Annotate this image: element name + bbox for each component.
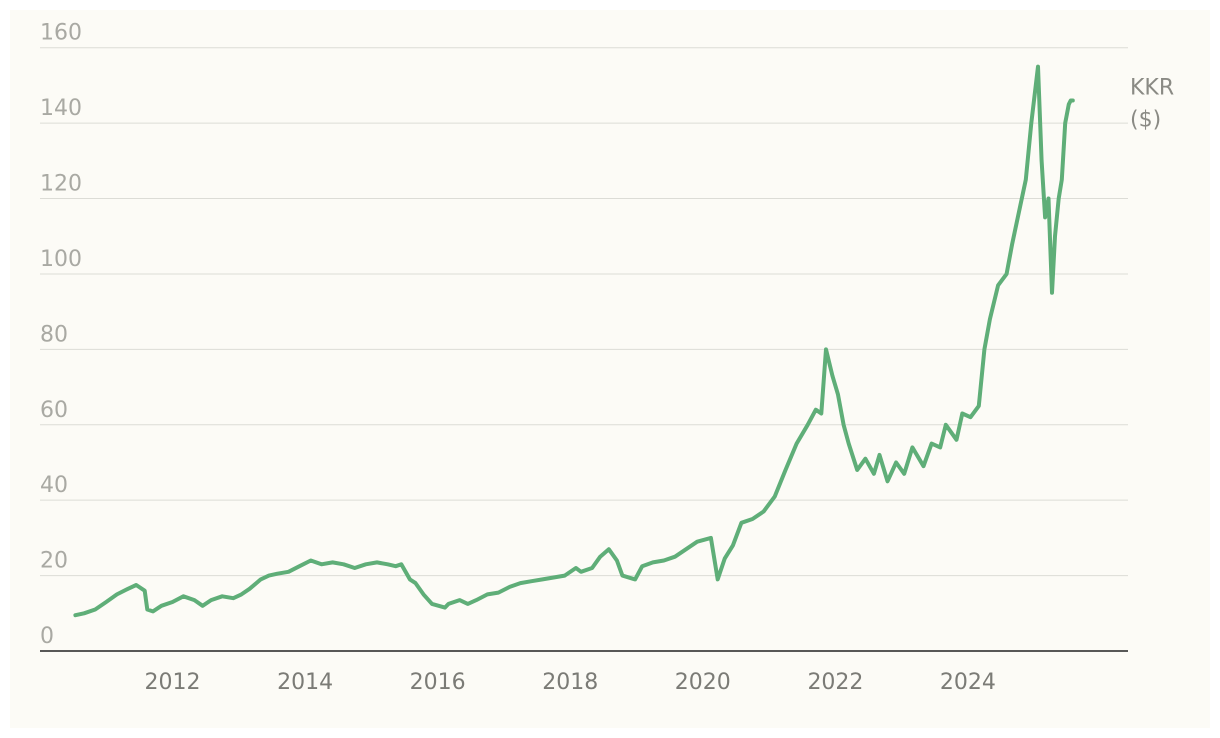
y-tick-label: 120 [40, 172, 82, 197]
kkr-price-line [73, 64, 1075, 618]
y-axis-tick-labels: 0 20 40 60 80 100 120 140 160 [40, 21, 82, 649]
y-tick-label: 140 [40, 96, 82, 121]
y-tick-label: 40 [40, 473, 68, 498]
chart-frame: 0 20 40 60 80 100 120 140 160 2012 2014 2016 2018 20… [10, 10, 1210, 728]
x-tick-label: 2012 [144, 670, 200, 695]
x-tick-label: 2024 [940, 670, 996, 695]
y-tick-label: 60 [40, 398, 68, 423]
series-label-unit: ($) [1130, 107, 1161, 132]
y-tick-label: 80 [40, 322, 68, 347]
y-tick-label: 100 [40, 247, 82, 272]
y-tick-label: 0 [40, 624, 54, 649]
x-tick-label: 2016 [410, 670, 466, 695]
y-tick-label: 160 [40, 21, 82, 46]
x-tick-label: 2022 [807, 670, 863, 695]
x-tick-label: 2018 [542, 670, 598, 695]
y-tick-label: 20 [40, 549, 68, 574]
gridlines [40, 47, 1128, 577]
x-axis-tick-labels: 2012 2014 2016 2018 2020 2022 2024 [144, 670, 995, 695]
x-tick-label: 2020 [675, 670, 731, 695]
x-tick-label: 2014 [277, 670, 333, 695]
series-label-ticker: KKR [1130, 75, 1174, 100]
